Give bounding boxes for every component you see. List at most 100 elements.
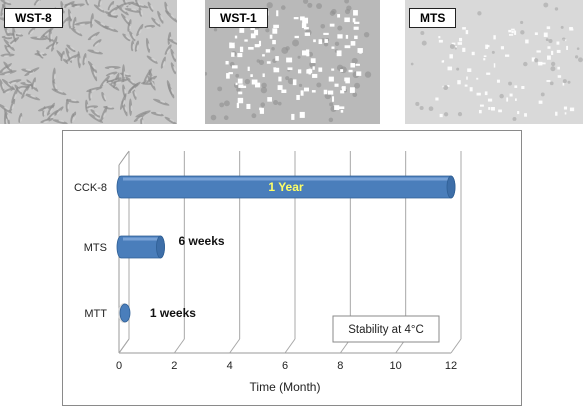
cell <box>477 11 482 16</box>
bright-cell <box>538 100 543 104</box>
bright-cell <box>547 46 551 49</box>
cell <box>449 43 455 49</box>
cell <box>213 27 218 32</box>
cell-highlight <box>7 47 11 53</box>
cell-highlight <box>79 57 81 64</box>
cell <box>533 58 539 63</box>
stability-chart: 0 2 4 6 8 10 12 Time (Month) CCK-8 1 Year MTS 6 wee… <box>62 130 522 406</box>
cell <box>298 83 303 87</box>
bright-cell <box>237 78 243 84</box>
cell-highlight <box>122 99 126 106</box>
cell <box>508 81 512 86</box>
cell <box>329 10 336 16</box>
cell-highlight <box>67 103 70 110</box>
bright-cell <box>250 74 253 78</box>
cell-highlight <box>43 109 46 116</box>
cell <box>3 24 10 39</box>
cell <box>3 112 8 124</box>
cell-highlight <box>14 93 17 100</box>
cell-highlight <box>25 68 32 71</box>
cell <box>110 78 129 84</box>
bright-cell <box>248 46 254 50</box>
cell-highlight <box>50 114 55 119</box>
cell-highlight <box>42 108 49 111</box>
bright-cell <box>467 68 472 72</box>
cell-highlight <box>93 50 100 53</box>
bright-cell <box>566 45 569 50</box>
cell <box>287 78 295 85</box>
bright-cell <box>465 30 469 35</box>
cell-highlight <box>5 90 11 94</box>
bright-cell <box>447 84 450 87</box>
cell <box>491 50 495 54</box>
cell <box>217 86 223 92</box>
cell-highlight <box>33 81 36 88</box>
bright-cell <box>340 69 344 72</box>
cell <box>167 38 177 46</box>
y-tick-label: MTT <box>84 308 107 320</box>
x-tick-label: 2 <box>171 360 177 372</box>
bright-cell <box>254 30 259 36</box>
bright-cell <box>292 79 297 86</box>
bright-cell <box>476 77 479 80</box>
cell <box>31 77 36 90</box>
data-label: 1 Year <box>268 180 303 194</box>
cell-highlight <box>90 89 97 92</box>
bright-cell <box>483 55 487 58</box>
bright-cell <box>466 76 468 80</box>
cell-highlight <box>130 87 136 93</box>
cell <box>419 105 424 110</box>
cell <box>134 40 139 52</box>
cell <box>1 78 16 91</box>
bright-cell <box>569 28 574 31</box>
cell-highlight <box>130 8 137 11</box>
cell <box>129 30 136 42</box>
cell-highlight <box>1 83 5 90</box>
bright-cell <box>239 46 244 53</box>
bright-cell <box>493 35 496 40</box>
cell <box>316 3 323 10</box>
bright-cell <box>254 44 260 48</box>
bright-cell <box>331 68 335 71</box>
cell <box>428 106 434 112</box>
cell <box>23 93 41 101</box>
bright-cell <box>556 49 561 53</box>
wst8-label: WST-8 <box>4 8 63 28</box>
cell <box>560 25 564 29</box>
cell <box>90 109 101 118</box>
bright-cell <box>462 47 466 52</box>
bright-cell <box>267 97 272 102</box>
cell <box>456 67 460 71</box>
bar-cap <box>156 235 165 259</box>
cell-highlight <box>129 23 132 30</box>
cell <box>40 118 54 123</box>
bright-cell <box>234 35 238 39</box>
bright-cell <box>562 82 565 86</box>
cell <box>33 0 43 6</box>
bright-cell <box>235 82 238 86</box>
bright-cell <box>564 112 567 115</box>
bright-cell <box>451 42 456 45</box>
bright-cell <box>323 89 328 95</box>
bright-cell <box>506 97 509 102</box>
bright-cell <box>293 17 299 20</box>
bright-cell <box>259 108 264 114</box>
bright-cell <box>310 58 316 64</box>
cell-highlight <box>24 90 28 96</box>
y-tick-label: CCK-8 <box>74 182 107 194</box>
cell <box>223 100 230 107</box>
bright-cell <box>449 54 453 59</box>
cell <box>261 82 267 88</box>
cell <box>297 55 301 59</box>
cell <box>72 16 77 30</box>
bright-cell <box>569 27 573 29</box>
cell <box>415 101 420 106</box>
cell <box>12 26 17 42</box>
bright-cell <box>569 107 575 112</box>
cell <box>65 99 80 104</box>
bright-cell <box>483 58 486 61</box>
cell <box>545 38 549 42</box>
bright-cell <box>355 63 360 66</box>
cell-highlight <box>162 61 166 67</box>
cell-highlight <box>24 82 31 85</box>
